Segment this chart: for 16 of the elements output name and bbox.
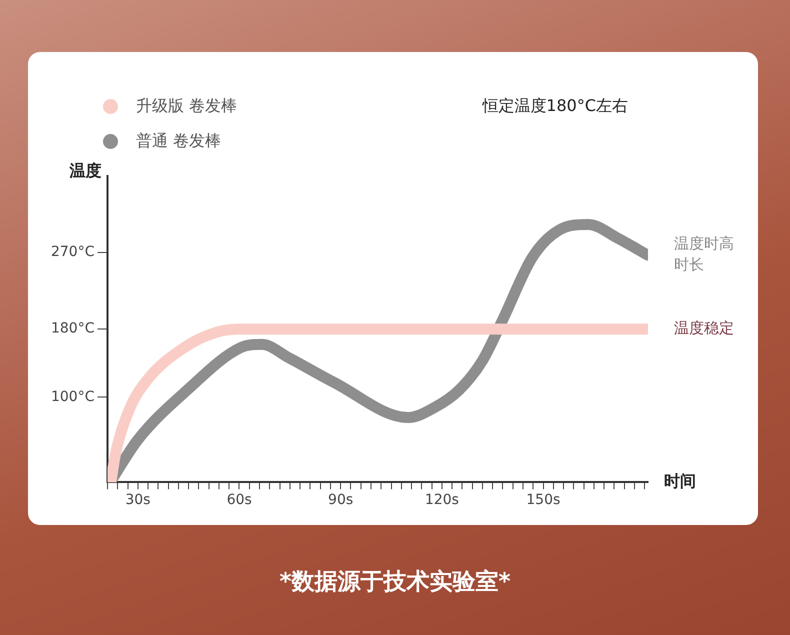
y-tick-label: 100°C [50, 388, 95, 405]
x-axis-title: 时间 [664, 471, 696, 490]
annotation: 温度时高时长 [674, 234, 734, 274]
x-tick-label: 30s [125, 492, 150, 508]
y-tick-label: 180°C [50, 320, 95, 337]
text: 恒定温度180°C左右 [482, 96, 628, 117]
x-tick-label: 120s [424, 492, 459, 508]
x-tick-label: 150s [526, 492, 560, 508]
y-tick-label: 270°C [50, 244, 95, 260]
x-tick-label: 60s [226, 492, 252, 508]
y-axis-title: 温度 [68, 161, 102, 180]
legend-label: 普通 卷发棒 [136, 131, 222, 152]
annotation: 温度稳定 [674, 318, 734, 337]
x-tick-label: 90s [328, 492, 354, 508]
text: *数据源于技术实验室* [278, 568, 512, 597]
legend-label: 升级版 卷发棒 [136, 96, 238, 117]
